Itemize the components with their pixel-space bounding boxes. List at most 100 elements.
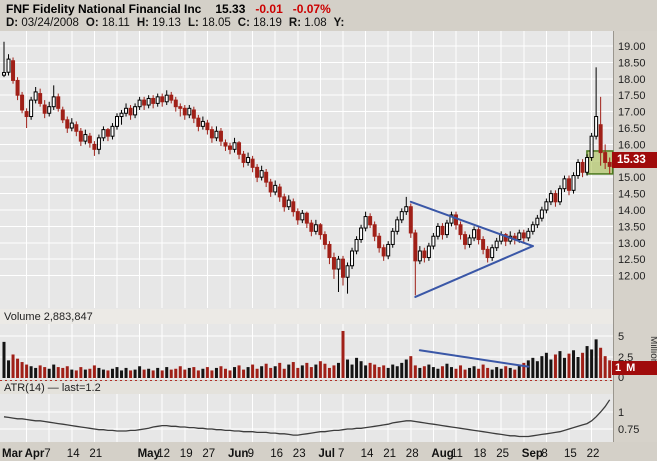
volume-bar [246, 367, 250, 378]
volume-bar [106, 370, 110, 378]
svg-text:14.50: 14.50 [618, 189, 646, 201]
volume-bar [47, 368, 51, 378]
candle-body [359, 227, 364, 241]
candle-body [345, 265, 350, 278]
svg-text:May: May [138, 448, 161, 460]
volume-bar [183, 369, 187, 378]
volume-bar [544, 352, 548, 378]
candle-body [232, 142, 237, 150]
svg-text:14: 14 [361, 448, 374, 460]
volume-bar [205, 367, 209, 378]
volume-bar [468, 367, 472, 378]
volume-badge: 1 M [612, 361, 657, 375]
volume-bar [490, 369, 494, 378]
volume-bar [562, 357, 566, 378]
volume-bar [459, 365, 463, 378]
candle-body [29, 99, 34, 118]
candle-body [282, 196, 287, 208]
volume-bar [97, 367, 101, 378]
ohlc-field: D: 03/24/2008 [6, 17, 79, 29]
gridlines [0, 31, 613, 442]
candle-body [440, 225, 445, 236]
volume-bar [29, 366, 33, 378]
candle-body [503, 234, 508, 242]
candle-body [146, 97, 151, 106]
volume-bar [540, 356, 544, 378]
last-price-badge: 15.33 [612, 152, 657, 168]
volume-bar [336, 362, 340, 378]
candle-body [142, 99, 147, 106]
candle-body [214, 130, 219, 139]
candle-body [322, 234, 327, 245]
atr-axis-labels: 10.75 [618, 407, 639, 436]
volume-bar [549, 359, 553, 378]
volume-bar [291, 362, 295, 378]
volume-bar [223, 368, 227, 378]
volume-bar [300, 365, 304, 378]
candle-body [521, 232, 526, 239]
volume-bar [74, 370, 78, 378]
ohlc-field: C: 18.19 [237, 17, 282, 29]
candle-body [87, 135, 92, 144]
volume-bar [346, 359, 350, 378]
candle-body [273, 184, 278, 193]
candle-body [15, 79, 20, 96]
volume-bar [608, 360, 612, 378]
candle-body [128, 107, 133, 116]
volume-bar [56, 367, 60, 378]
candle-body [395, 219, 400, 232]
svg-text:19: 19 [180, 448, 193, 460]
volume-bar [558, 351, 562, 378]
candle-body [151, 97, 156, 104]
volume-bar [278, 362, 282, 378]
volume-bar [603, 356, 607, 378]
volume-bar [418, 367, 422, 378]
volume-bar [151, 370, 155, 378]
svg-text:0: 0 [618, 372, 624, 384]
candle-body [264, 171, 269, 183]
svg-text:8: 8 [541, 448, 547, 460]
candle-body [598, 124, 603, 154]
volume-bar [2, 341, 6, 378]
triangle-upper [409, 200, 534, 248]
ohlc-field: R: 1.08 [288, 17, 327, 29]
candle-body [435, 225, 440, 237]
volume-bar [201, 368, 205, 378]
volume-bar [535, 361, 539, 378]
volume-bar [504, 366, 508, 378]
volume-bar [70, 369, 74, 378]
svg-text:18.50: 18.50 [618, 57, 646, 69]
candle-body [399, 211, 404, 221]
volume-bar [409, 356, 413, 378]
svg-text:16.50: 16.50 [618, 123, 646, 135]
volume-bar [314, 364, 318, 378]
candle-body [567, 178, 571, 191]
quote-header: FNF Fidelity National Financial Inc 15.33… [0, 0, 657, 31]
candle-body [535, 217, 540, 226]
atr-indicator-line [3, 399, 611, 438]
volume-bar [522, 362, 526, 378]
candle-body [422, 250, 427, 259]
svg-text:7: 7 [44, 448, 50, 460]
price-change-percent: -0.07% [292, 2, 331, 16]
volume-bar [395, 366, 399, 378]
candle-body [33, 91, 38, 101]
volume-bar [165, 367, 169, 378]
candle-body [472, 229, 477, 239]
ohlc-field: O: 18.11 [85, 17, 130, 29]
volume-bar [594, 339, 598, 378]
instrument-name: FNF Fidelity National Financial Inc [6, 2, 202, 16]
volume-bar [79, 367, 83, 378]
price-change: -0.01 [255, 2, 283, 16]
candle-body [11, 60, 16, 81]
candle-body [6, 58, 11, 73]
volume-bar [449, 367, 453, 378]
candle-body [56, 96, 61, 109]
svg-text:12: 12 [157, 448, 170, 460]
svg-text:22: 22 [587, 448, 600, 460]
candle-body [336, 258, 341, 270]
svg-text:23: 23 [293, 448, 306, 460]
candle-body [381, 247, 386, 257]
candle-body [607, 161, 612, 167]
